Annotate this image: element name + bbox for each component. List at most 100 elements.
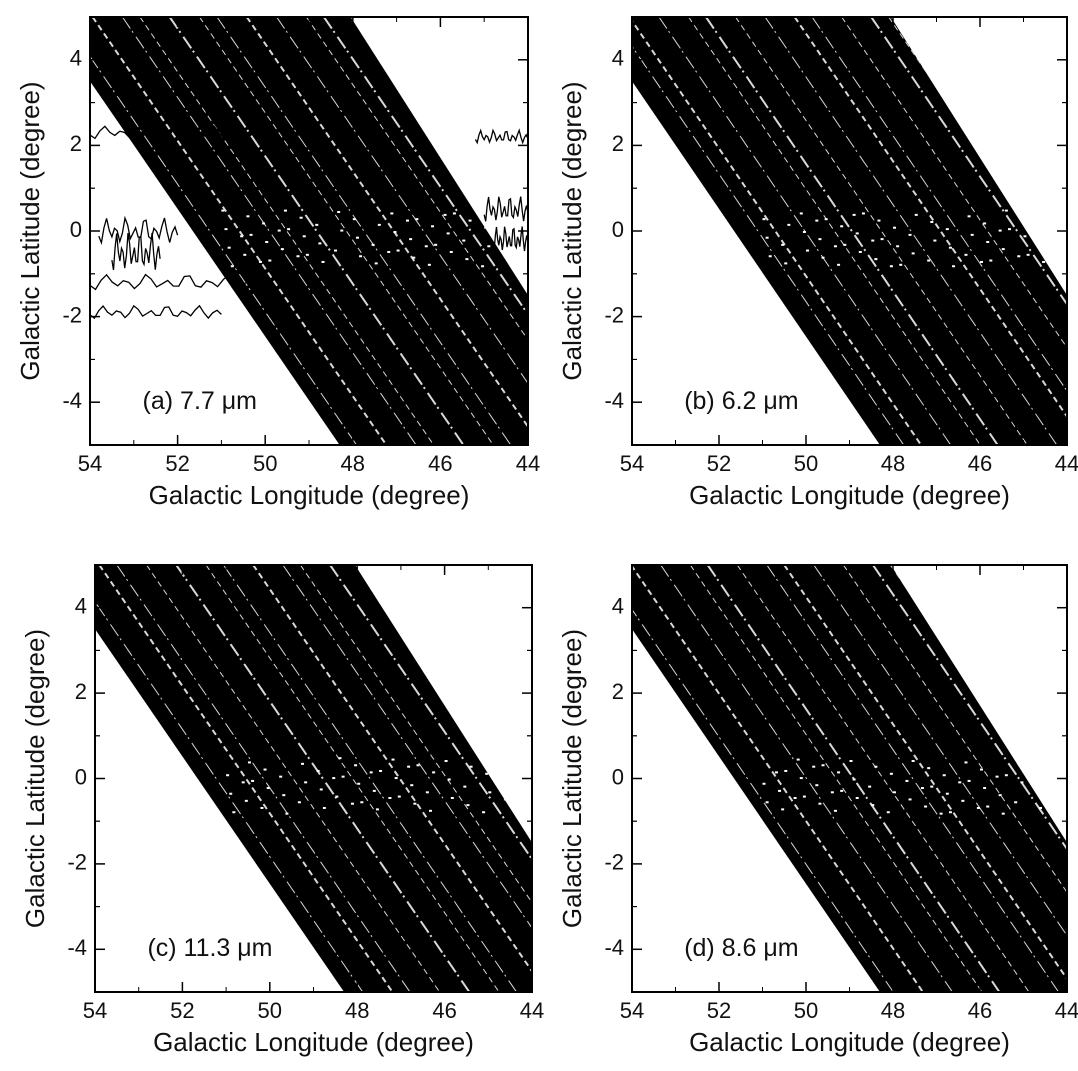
speckle (287, 228, 291, 231)
speckle (444, 759, 448, 762)
speckle (497, 761, 501, 764)
speckle (861, 212, 865, 215)
speckle (762, 218, 766, 221)
speckle (488, 791, 492, 794)
speckle (781, 808, 785, 811)
speckle (871, 804, 875, 807)
speckle (986, 805, 990, 808)
speckle (893, 226, 896, 229)
streak (736, 565, 1048, 992)
speckle (265, 240, 269, 243)
speckle (833, 245, 837, 248)
y-tick-label: -4 (67, 935, 87, 960)
speckle (998, 229, 1002, 232)
speckle (1001, 812, 1005, 815)
y-tick-label: 4 (70, 46, 82, 71)
y-tick-label: 2 (612, 679, 624, 704)
y-tick-label: 0 (612, 217, 624, 242)
y-axis-label: Galactic Latitude (degree) (15, 81, 45, 380)
y-tick-label: -2 (62, 302, 82, 327)
speckle (942, 774, 946, 777)
speckle (762, 782, 766, 785)
streak (90, 17, 376, 445)
speckle (796, 758, 800, 761)
speckle (1035, 788, 1039, 791)
speckle (359, 255, 363, 258)
y-tick-label: 2 (75, 679, 87, 704)
speckle (375, 808, 379, 811)
speckle (868, 785, 872, 788)
speckle (880, 238, 884, 241)
speckle (939, 812, 943, 815)
streak (146, 565, 459, 992)
y-tick-label: -4 (604, 935, 624, 960)
speckle (1023, 235, 1027, 238)
speckle (821, 764, 825, 767)
x-axis-label: Galactic Longitude (degree) (153, 1027, 474, 1057)
speckle (450, 797, 454, 800)
speckle (297, 801, 301, 804)
speckle (266, 787, 270, 790)
x-tick-label: 54 (83, 998, 107, 1023)
speckle (799, 777, 803, 780)
speckle (503, 798, 507, 801)
speckle (1017, 255, 1021, 258)
speckle (840, 225, 844, 228)
speckle (283, 209, 287, 212)
speckle (243, 253, 247, 256)
speckle (896, 245, 900, 248)
speckle (927, 259, 931, 262)
speckle (924, 805, 928, 808)
panel-annotation: (b) 6.2 μm (684, 387, 798, 415)
speckle (1070, 764, 1073, 766)
streak (735, 17, 1046, 445)
y-tick-label: 0 (70, 217, 82, 242)
speckle (852, 778, 856, 781)
streak (95, 565, 382, 992)
speckle (241, 781, 245, 784)
speckle (318, 242, 322, 245)
speckle (224, 228, 228, 231)
speckle (334, 249, 338, 252)
speckle (341, 775, 345, 778)
y-tick-label: -2 (604, 850, 624, 875)
speckle (874, 258, 878, 261)
speckle (1054, 249, 1058, 252)
x-axis-label: Galactic Longitude (degree) (689, 480, 1010, 510)
x-tick-label: 48 (881, 998, 905, 1023)
speckle (424, 245, 428, 248)
speckle (821, 256, 825, 259)
speckle (352, 218, 356, 221)
panel-annotation: (d) 8.6 μm (684, 934, 798, 962)
speckle (877, 219, 881, 222)
speckle (905, 779, 909, 782)
speckle (388, 797, 392, 800)
x-tick-label: 46 (968, 451, 992, 476)
speckle (535, 813, 538, 815)
speckle (784, 262, 788, 265)
speckle (911, 759, 915, 762)
speckle (258, 260, 262, 263)
speckle (908, 798, 912, 801)
speckle (285, 812, 289, 815)
streak (783, 565, 1067, 992)
speckle (1020, 216, 1024, 219)
speckle (484, 226, 488, 229)
speckle (1001, 248, 1005, 251)
speckle (1045, 222, 1049, 225)
speckle (415, 218, 419, 221)
speckle (516, 787, 520, 790)
speckle (452, 212, 456, 215)
speckle (432, 771, 436, 774)
contour-line (98, 215, 179, 246)
speckle (412, 256, 416, 259)
streak (706, 565, 1019, 992)
speckle (958, 781, 962, 784)
streak (689, 565, 1001, 992)
speckle (230, 265, 234, 268)
speckle (319, 788, 323, 791)
speckle (1020, 781, 1024, 784)
speckle (301, 762, 305, 765)
speckle (409, 238, 413, 241)
y-tick-label: -2 (604, 302, 624, 327)
